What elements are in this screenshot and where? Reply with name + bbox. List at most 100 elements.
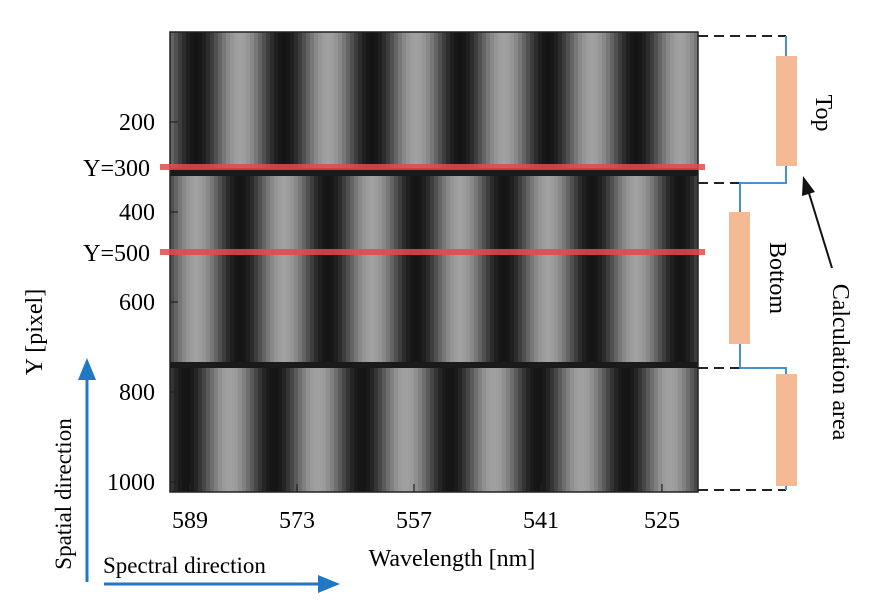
fringe-column bbox=[646, 366, 651, 492]
fringe-column bbox=[206, 32, 211, 170]
fringe-column bbox=[262, 32, 267, 170]
fringe-column bbox=[206, 366, 211, 492]
fringe-column bbox=[546, 32, 551, 170]
fringe-column bbox=[438, 366, 443, 492]
fringe-column bbox=[378, 366, 383, 492]
fringe-column bbox=[462, 366, 467, 492]
fringe-column bbox=[306, 32, 311, 170]
row-marker-label: Y=500 bbox=[83, 241, 150, 267]
fringe-column bbox=[574, 174, 579, 366]
fringe-column bbox=[622, 174, 627, 366]
fringe-column bbox=[526, 32, 531, 170]
fringe-column bbox=[458, 366, 463, 492]
fringe-column bbox=[570, 366, 575, 492]
spectral-arrowhead bbox=[318, 575, 340, 593]
fringe-column bbox=[258, 174, 263, 366]
fringe-column bbox=[550, 32, 555, 170]
fringe-column bbox=[458, 32, 463, 170]
fringe-column bbox=[362, 32, 367, 170]
fringe-column bbox=[430, 366, 435, 492]
fringe-column bbox=[642, 32, 647, 170]
fringe-column bbox=[566, 174, 571, 366]
fringe-column bbox=[634, 174, 639, 366]
fringe-column bbox=[170, 174, 175, 366]
fringe-column bbox=[342, 32, 347, 170]
fringe-column bbox=[654, 32, 659, 170]
fringe-column bbox=[522, 32, 527, 170]
fringe-column bbox=[390, 366, 395, 492]
fringe-column bbox=[666, 366, 671, 492]
fringe-column bbox=[566, 32, 571, 170]
fringe-column bbox=[218, 366, 223, 492]
fringe-column bbox=[626, 174, 631, 366]
fringe-column bbox=[402, 174, 407, 366]
fringe-column bbox=[486, 32, 491, 170]
fringe-column bbox=[182, 32, 187, 170]
fringe-column bbox=[622, 32, 627, 170]
fringe-column bbox=[266, 174, 271, 366]
fringe-column bbox=[198, 32, 203, 170]
fringe-column bbox=[294, 174, 299, 366]
fringe-column bbox=[214, 366, 219, 492]
fringe-column bbox=[406, 174, 411, 366]
fringe-column bbox=[542, 32, 547, 170]
fringe-column bbox=[326, 366, 331, 492]
fringe-column bbox=[438, 32, 443, 170]
y-tick-label: 400 bbox=[119, 200, 155, 226]
fringe-column bbox=[482, 32, 487, 170]
fringe-column bbox=[374, 32, 379, 170]
fringe-column bbox=[662, 366, 667, 492]
fringe-column bbox=[214, 32, 219, 170]
fringe-column bbox=[486, 174, 491, 366]
fringe-column bbox=[610, 174, 615, 366]
fringe-column bbox=[602, 366, 607, 492]
fringe-column bbox=[574, 32, 579, 170]
fringe-column bbox=[494, 32, 499, 170]
fringe-column bbox=[498, 32, 503, 170]
fringe-column bbox=[194, 32, 199, 170]
fringe-column bbox=[294, 32, 299, 170]
fringe-column bbox=[254, 174, 259, 366]
fringe-column bbox=[310, 32, 315, 170]
fringe-column bbox=[638, 32, 643, 170]
fringe-column bbox=[262, 174, 267, 366]
fringe-column bbox=[314, 32, 319, 170]
fringe-column bbox=[670, 32, 675, 170]
fringe-column bbox=[334, 32, 339, 170]
fringe-column bbox=[566, 366, 571, 492]
fringe-column bbox=[626, 32, 631, 170]
fringe-column bbox=[334, 174, 339, 366]
fringe-column bbox=[250, 32, 255, 170]
fringe-column bbox=[430, 174, 435, 366]
fringe-column bbox=[506, 366, 511, 492]
fringe-column bbox=[446, 174, 451, 366]
fringe-column bbox=[378, 174, 383, 366]
fringe-column bbox=[630, 32, 635, 170]
fringe-band-bottom bbox=[170, 366, 698, 492]
fringe-column bbox=[562, 32, 567, 170]
fringe-column bbox=[234, 174, 239, 366]
x-tick-label: 525 bbox=[644, 508, 680, 534]
fringe-column bbox=[574, 366, 579, 492]
fringe-column bbox=[394, 32, 399, 170]
fringe-column bbox=[518, 366, 523, 492]
fringe-column bbox=[414, 174, 419, 366]
fringe-column bbox=[626, 366, 631, 492]
fringe-column bbox=[642, 174, 647, 366]
fringe-column bbox=[414, 32, 419, 170]
fringe-column bbox=[346, 32, 351, 170]
fringe-column bbox=[554, 174, 559, 366]
fringe-column bbox=[278, 32, 283, 170]
fringe-column bbox=[578, 32, 583, 170]
fringe-column bbox=[526, 174, 531, 366]
fringe-column bbox=[390, 32, 395, 170]
fringe-column bbox=[570, 32, 575, 170]
fringe-column bbox=[474, 32, 479, 170]
fringe-column bbox=[606, 174, 611, 366]
fringe-column bbox=[630, 174, 635, 366]
fringe-column bbox=[210, 32, 215, 170]
fringe-column bbox=[678, 366, 683, 492]
x-axis-title: Wavelength [nm] bbox=[369, 546, 536, 572]
fringe-column bbox=[546, 366, 551, 492]
fringe-column bbox=[590, 174, 595, 366]
